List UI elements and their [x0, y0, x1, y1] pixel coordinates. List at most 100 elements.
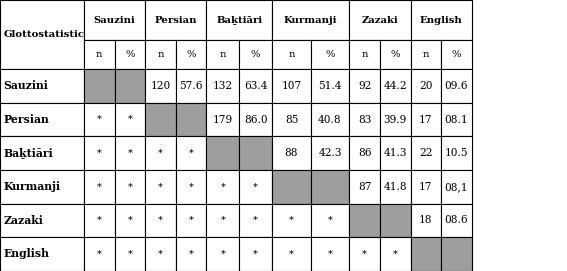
Text: 86.0: 86.0 — [244, 115, 268, 124]
Text: *: * — [328, 249, 332, 259]
Text: *: * — [97, 149, 101, 158]
Bar — [311, 69, 349, 103]
Bar — [176, 103, 206, 136]
Text: *: * — [189, 216, 193, 225]
Bar — [441, 103, 472, 136]
Text: 17: 17 — [419, 115, 433, 124]
Bar — [0, 0, 84, 69]
Text: *: * — [189, 182, 193, 191]
Bar — [380, 40, 411, 69]
Bar — [349, 69, 380, 103]
Bar — [206, 136, 239, 170]
Text: English: English — [3, 249, 49, 259]
Bar — [311, 103, 349, 136]
Bar — [206, 69, 239, 103]
Text: Sauzini: Sauzini — [3, 80, 48, 91]
Text: 87: 87 — [358, 182, 371, 192]
Bar — [145, 40, 176, 69]
Bar — [272, 69, 311, 103]
Text: Baḵtiāri: Baḵtiāri — [3, 148, 53, 159]
Text: n: n — [96, 50, 103, 59]
Bar — [411, 170, 441, 204]
Bar — [380, 204, 411, 237]
Bar — [145, 0, 206, 40]
Text: 10.5: 10.5 — [445, 148, 468, 158]
Text: Sauzini: Sauzini — [94, 15, 136, 25]
Bar — [311, 40, 349, 69]
Bar — [272, 40, 311, 69]
Text: *: * — [189, 249, 193, 259]
Text: *: * — [128, 182, 132, 191]
Bar — [349, 237, 380, 271]
Text: *: * — [158, 149, 163, 158]
Text: 179: 179 — [213, 115, 233, 124]
Text: *: * — [189, 149, 193, 158]
Bar — [349, 40, 380, 69]
Text: *: * — [328, 216, 332, 225]
Bar — [145, 103, 176, 136]
Bar — [206, 40, 239, 69]
Bar — [272, 170, 311, 204]
Text: *: * — [128, 216, 132, 225]
Bar — [145, 69, 176, 103]
Bar — [84, 40, 115, 69]
Bar — [176, 69, 206, 103]
Bar — [176, 237, 206, 271]
Text: 42.3: 42.3 — [318, 148, 342, 158]
Text: 08.6: 08.6 — [445, 215, 468, 225]
Bar — [206, 237, 239, 271]
Text: 85: 85 — [285, 115, 298, 124]
Text: *: * — [158, 249, 163, 259]
Bar — [380, 69, 411, 103]
Bar — [84, 103, 115, 136]
Text: *: * — [221, 249, 225, 259]
Bar — [272, 103, 311, 136]
Bar — [145, 237, 176, 271]
Bar — [84, 0, 145, 40]
Text: *: * — [158, 182, 163, 191]
Text: *: * — [128, 115, 132, 124]
Text: Glottostatistic: Glottostatistic — [3, 30, 84, 39]
Text: Zazaki: Zazaki — [362, 15, 398, 25]
Text: 22: 22 — [419, 148, 433, 158]
Text: *: * — [97, 249, 101, 259]
Text: Kurmanji: Kurmanji — [3, 181, 61, 192]
Bar — [380, 136, 411, 170]
Bar — [115, 170, 145, 204]
Text: *: * — [221, 182, 225, 191]
Bar — [0, 69, 84, 103]
Bar — [441, 136, 472, 170]
Text: 88: 88 — [285, 148, 298, 158]
Bar — [206, 103, 239, 136]
Text: n: n — [288, 50, 295, 59]
Bar — [441, 40, 472, 69]
Bar — [0, 136, 84, 170]
Text: Baḵtiāri: Baḵtiāri — [216, 15, 263, 25]
Bar — [380, 103, 411, 136]
Text: Persian: Persian — [3, 114, 49, 125]
Bar — [115, 69, 145, 103]
Text: 86: 86 — [358, 148, 371, 158]
Bar — [441, 69, 472, 103]
Bar — [239, 103, 272, 136]
Text: 09.6: 09.6 — [445, 81, 468, 91]
Bar — [239, 170, 272, 204]
Bar — [115, 40, 145, 69]
Bar — [411, 40, 441, 69]
Bar — [441, 237, 472, 271]
Bar — [145, 170, 176, 204]
Bar — [0, 103, 84, 136]
Text: 107: 107 — [281, 81, 302, 91]
Text: *: * — [97, 115, 101, 124]
Bar — [441, 204, 472, 237]
Bar — [380, 237, 411, 271]
Text: *: * — [97, 216, 101, 225]
Bar — [0, 204, 84, 237]
Bar — [84, 237, 115, 271]
Text: %: % — [187, 50, 196, 59]
Text: *: * — [253, 216, 258, 225]
Text: *: * — [289, 249, 294, 259]
Bar — [411, 69, 441, 103]
Text: English: English — [420, 15, 463, 25]
Bar — [441, 170, 472, 204]
